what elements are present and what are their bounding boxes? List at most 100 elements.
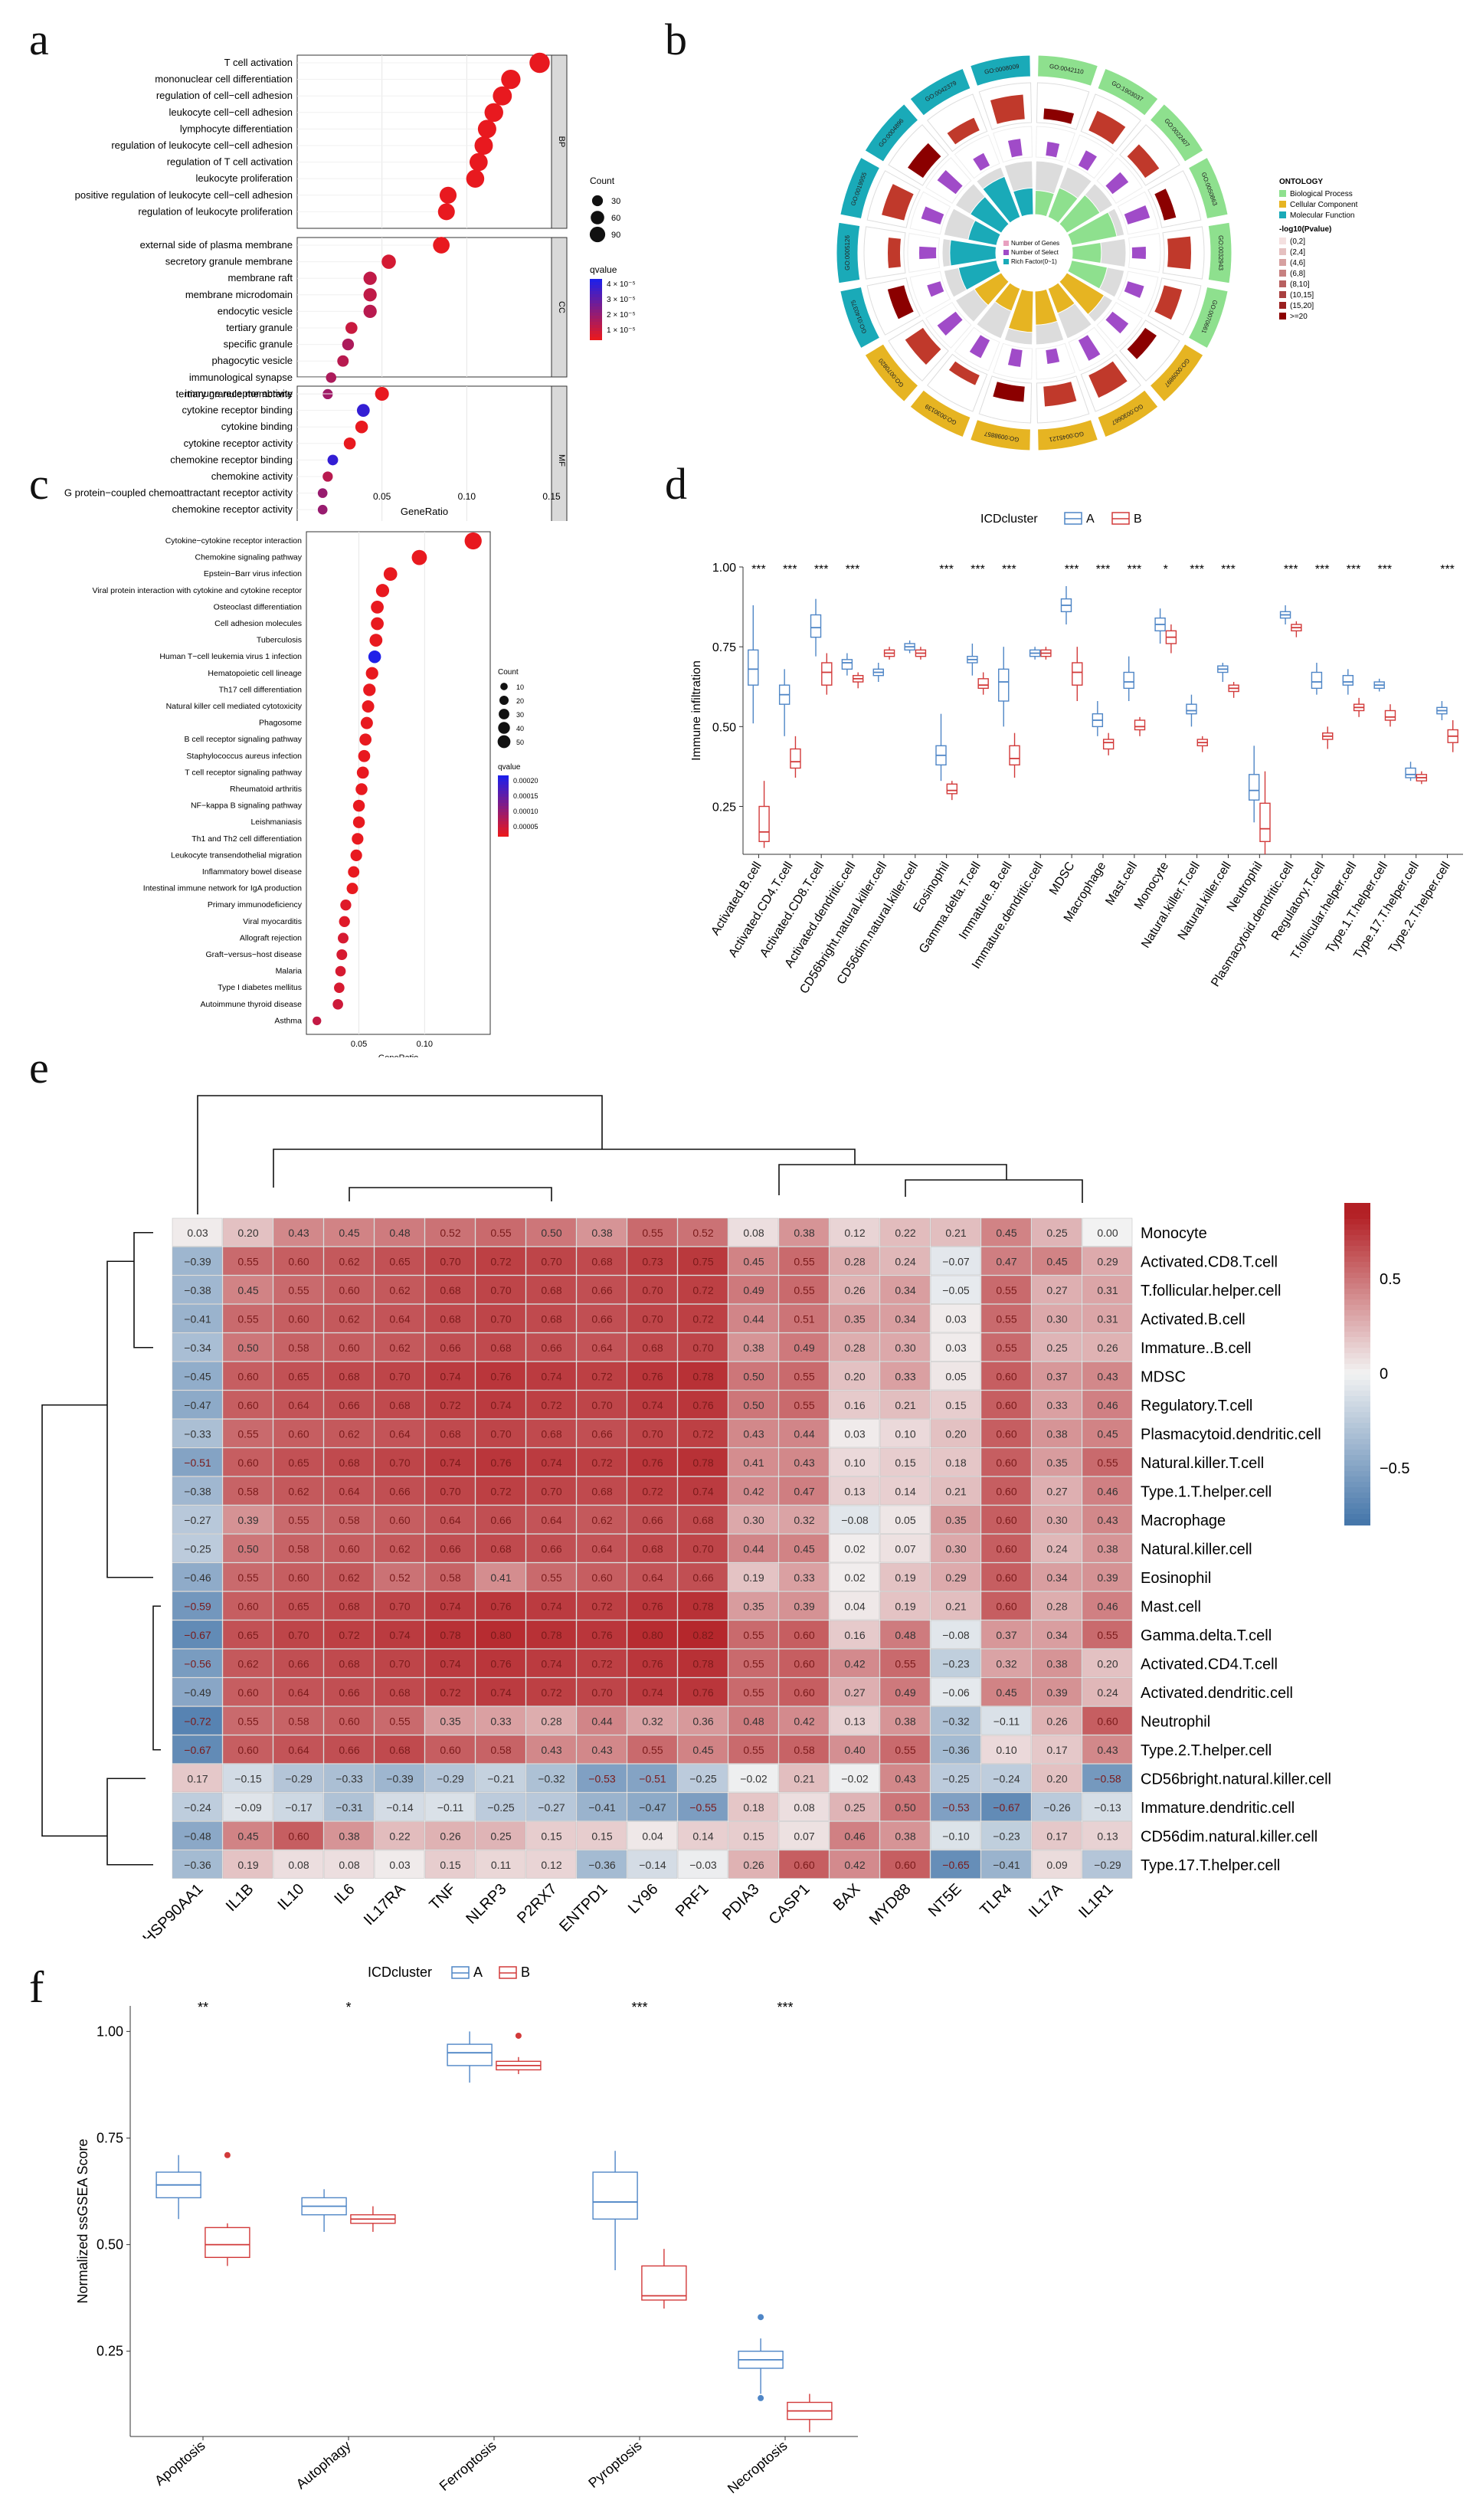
heatmap-cell-value: 0.76: [490, 1657, 511, 1670]
heatmap-cell: [778, 1620, 830, 1649]
significance-label: ***: [751, 563, 766, 576]
heatmap-cell: [930, 1447, 981, 1476]
heatmap-cell: [424, 1591, 476, 1620]
heatmap-cell-value: 0.55: [996, 1312, 1016, 1325]
y-tick-label: 0.25: [97, 2344, 123, 2359]
heatmap-cell: [273, 1275, 324, 1304]
heatmap-cell-value: 0.13: [844, 1485, 865, 1497]
heatmap-cell-value: 0.46: [1097, 1600, 1118, 1612]
pathway-dot: [363, 683, 376, 696]
term-label: regulation of T cell activation: [167, 156, 293, 168]
heatmap-cell: [424, 1332, 476, 1362]
heatmap-cell-value: 0.19: [237, 1859, 258, 1871]
significance-label: ***: [846, 563, 860, 576]
heatmap-cell: [930, 1562, 981, 1591]
rich-factor-bar: [1007, 288, 1034, 333]
heatmap-cell-value: 0.03: [187, 1227, 208, 1239]
heatmap-cell: [273, 1419, 324, 1448]
legend-color-swatch: [590, 319, 602, 322]
row-label: Macrophage: [1141, 1512, 1226, 1529]
heatmap-cell: [980, 1304, 1032, 1333]
legend-color-swatch: [498, 812, 509, 815]
heatmap-cell-value: −0.34: [184, 1342, 211, 1354]
heatmap-cell: [879, 1591, 931, 1620]
heatmap-cell: [677, 1217, 728, 1247]
heatmap-cell: [273, 1677, 324, 1706]
heatmap-cell-value: 0.55: [237, 1255, 258, 1267]
heatmap-cell: [778, 1247, 830, 1276]
term-label: cytokine receptor activity: [184, 437, 293, 449]
heatmap-cell-value: 0.70: [642, 1312, 663, 1325]
heatmap-cell-value: 0.45: [1097, 1427, 1118, 1440]
heatmap-cell: [677, 1620, 728, 1649]
column-label: IL10: [274, 1880, 307, 1913]
heatmap-cell: [778, 1332, 830, 1362]
heatmap-cell: [273, 1562, 324, 1591]
heatmap-cell-value: 0.10: [895, 1427, 915, 1440]
heatmap-cell: [374, 1850, 425, 1879]
heatmap-cell-value: −0.49: [184, 1686, 211, 1699]
heatmap-cell-value: −0.32: [538, 1772, 565, 1784]
heatmap-cell: [1082, 1620, 1133, 1649]
significance-label: ***: [1002, 563, 1016, 576]
heatmap-cell-value: 0.72: [692, 1427, 713, 1440]
heatmap-cell-value: 0.64: [541, 1514, 561, 1526]
heatmap-cell-value: 0.78: [692, 1370, 713, 1382]
heatmap-cell-value: 0.60: [339, 1284, 359, 1296]
legend-gradient-step: [1344, 1342, 1370, 1348]
heatmap-cell-value: 0.45: [996, 1686, 1016, 1699]
pathway-label: Graft−versus−host disease: [206, 950, 303, 959]
heatmap-cell: [222, 1591, 273, 1620]
heatmap-cell: [728, 1850, 779, 1879]
legend-pvalue-swatch: [1279, 259, 1286, 266]
select-bar: [1124, 281, 1144, 298]
heatmap-cell: [829, 1362, 880, 1391]
heatmap-cell-value: 0.74: [642, 1686, 663, 1699]
heatmap-cell-value: 0.38: [339, 1830, 359, 1842]
heatmap-cell-value: 0.60: [895, 1859, 915, 1871]
heatmap-cell-value: 0.29: [1097, 1255, 1118, 1267]
ontology-ring-segment: [840, 286, 881, 349]
row-label: Eosinophil: [1141, 1570, 1211, 1587]
y-tick-label: 1.00: [712, 562, 736, 575]
heatmap-cell: [627, 1419, 678, 1448]
heatmap-cell: [172, 1706, 223, 1735]
heatmap-cell-value: 0.66: [440, 1542, 460, 1555]
heatmap-cell: [1082, 1677, 1133, 1706]
heatmap-cell: [222, 1764, 273, 1793]
heatmap-cell-value: 0.39: [237, 1514, 258, 1526]
heatmap-cell: [627, 1591, 678, 1620]
heatmap-cell-value: 0.20: [1046, 1772, 1067, 1784]
heatmap-cell: [627, 1332, 678, 1362]
heatmap-cell: [576, 1534, 627, 1563]
heatmap-cell-value: 0.60: [794, 1859, 814, 1871]
rich-factor-bar: [957, 260, 1001, 291]
heatmap-cell: [374, 1591, 425, 1620]
heatmap-cell: [980, 1505, 1032, 1534]
heatmap-cell-value: 0.43: [743, 1427, 764, 1440]
pathway-label: Phagosome: [259, 719, 302, 728]
legend-gradient-step: [1344, 1294, 1370, 1300]
heatmap-cell: [627, 1649, 678, 1678]
heatmap-cell-value: 0.60: [996, 1514, 1016, 1526]
heatmap-cell: [1031, 1562, 1082, 1591]
heatmap-cell-value: 0.55: [288, 1514, 309, 1526]
heatmap-cell: [677, 1476, 728, 1506]
heatmap-cell-value: 0.60: [794, 1629, 814, 1641]
legend-color-label: 2 × 10⁻⁵: [607, 311, 636, 320]
legend-label-a: A: [473, 1965, 483, 1980]
heatmap-cell-value: 0.45: [996, 1227, 1016, 1239]
heatmap-cell-value: 0.76: [591, 1629, 612, 1641]
heatmap-cell-value: 0.44: [743, 1312, 764, 1325]
heatmap-cell: [829, 1534, 880, 1563]
pvalue-bar: [905, 327, 941, 365]
heatmap-cell: [980, 1764, 1032, 1793]
box-b: [1259, 802, 1271, 843]
heatmap-cell-value: 0.60: [237, 1600, 258, 1612]
heatmap-cell: [1082, 1591, 1133, 1620]
heatmap-cell: [172, 1505, 223, 1534]
legend-pvalue-swatch: [1279, 270, 1286, 277]
heatmap-cell-value: 0.43: [794, 1457, 814, 1469]
pathway-label: Cell adhesion molecules: [214, 619, 302, 628]
pathway-label: Viral myocarditis: [243, 917, 302, 926]
